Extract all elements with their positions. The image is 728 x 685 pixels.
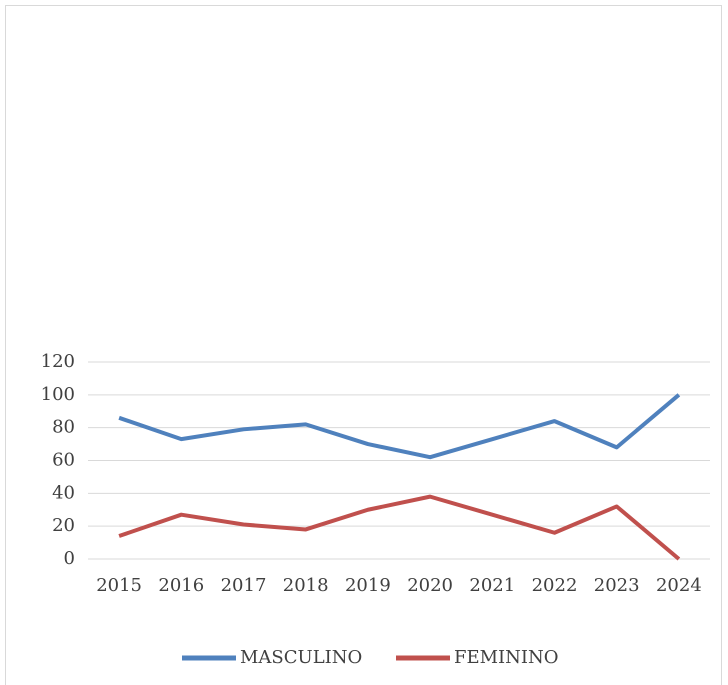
y-tick-label: 80 — [52, 417, 75, 438]
x-tick-label: 2021 — [469, 575, 515, 596]
x-tick-label: 2022 — [532, 575, 578, 596]
x-tick-label: 2024 — [656, 575, 702, 596]
legend-label: MASCULINO — [240, 647, 362, 668]
series-line — [118, 393, 681, 460]
y-tick-label: 20 — [52, 515, 75, 536]
y-tick-label: 0 — [64, 548, 75, 569]
y-tick-label: 60 — [52, 450, 75, 471]
x-tick-label: 2023 — [594, 575, 640, 596]
y-tick-label: 40 — [52, 482, 75, 503]
legend-label: FEMININO — [454, 647, 559, 668]
x-tick-label: 2020 — [407, 575, 453, 596]
chart-frame — [5, 5, 722, 685]
y-tick-label: 100 — [41, 384, 75, 405]
x-tick-label: 2016 — [158, 575, 204, 596]
series-line — [118, 494, 681, 561]
x-tick-label: 2019 — [345, 575, 391, 596]
x-tick-label: 2017 — [221, 575, 267, 596]
x-tick-label: 2015 — [96, 575, 142, 596]
x-tick-label: 2018 — [283, 575, 329, 596]
y-tick-label: 120 — [41, 351, 75, 372]
